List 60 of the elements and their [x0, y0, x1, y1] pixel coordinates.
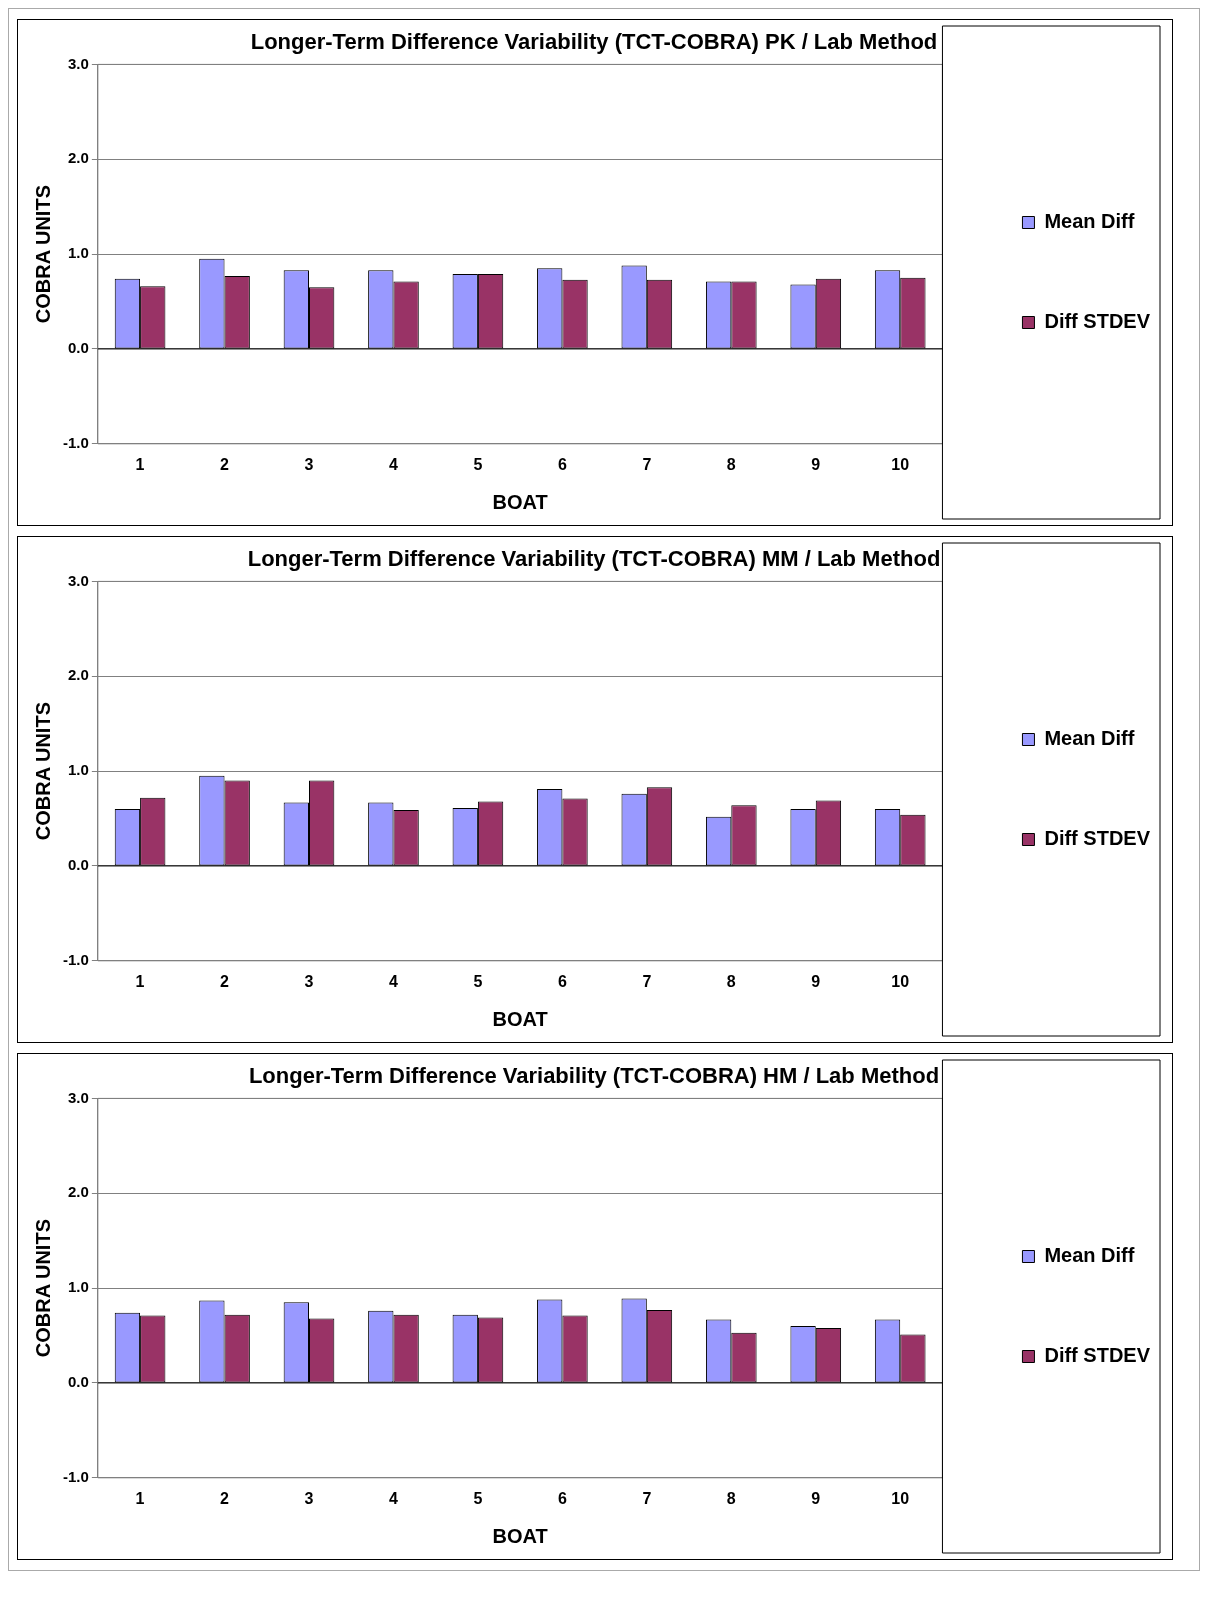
y-tick-label: -1.0: [62, 1467, 89, 1485]
legend-label: Mean Diff: [1044, 210, 1135, 233]
x-tick-label: 7: [642, 455, 652, 473]
legend-label: Mean Diff: [1044, 727, 1135, 750]
chart-title: Longer-Term Difference Variability (TCT-COBRA) PK / Lab Method: [250, 29, 938, 55]
y-tick-label: 3.0: [67, 571, 89, 589]
y-tick-label: 1.0: [67, 244, 89, 262]
x-axis-title: BOAT: [492, 490, 548, 513]
x-tick-label: 10: [891, 1489, 910, 1507]
x-axis-title: BOAT: [492, 1524, 548, 1547]
legend-label: Diff STDEV: [1044, 827, 1151, 850]
y-tick-label: 2.0: [67, 149, 89, 167]
chart-title: Longer-Term Difference Variability (TCT-COBRA) MM / Lab Method: [247, 546, 941, 572]
x-tick-label: 9: [811, 972, 821, 990]
y-tick-label: 2.0: [67, 1183, 89, 1201]
x-axis-title: BOAT: [492, 1007, 548, 1030]
y-tick-label: 3.0: [67, 54, 89, 72]
legend-label: Diff STDEV: [1044, 1344, 1151, 1367]
x-tick-label: 2: [220, 455, 230, 473]
y-tick-label: 0.0: [67, 1373, 89, 1391]
x-tick-label: 4: [389, 455, 398, 473]
y-tick-label: 0.0: [67, 339, 89, 357]
x-tick-label: 3: [304, 455, 314, 473]
x-tick-label: 5: [473, 1489, 483, 1507]
x-tick-label: 8: [726, 455, 736, 473]
x-tick-label: 8: [726, 1489, 736, 1507]
y-tick-label: 1.0: [67, 761, 89, 779]
x-tick-label: 5: [473, 972, 483, 990]
y-tick-label: 0.0: [67, 856, 89, 874]
x-tick-label: 2: [220, 1489, 230, 1507]
x-tick-label: 7: [642, 1489, 652, 1507]
x-tick-label: 4: [389, 972, 398, 990]
x-tick-label: 7: [642, 972, 652, 990]
x-tick-label: 10: [891, 972, 910, 990]
x-tick-label: 6: [557, 1489, 567, 1507]
y-tick-label: 2.0: [67, 666, 89, 684]
y-tick-label: 3.0: [67, 1088, 89, 1106]
x-tick-label: 1: [135, 1489, 145, 1507]
y-axis-title: COBRA UNITS: [31, 702, 54, 841]
x-tick-label: 6: [557, 972, 567, 990]
x-tick-label: 9: [811, 455, 821, 473]
y-axis-title: COBRA UNITS: [31, 185, 54, 324]
x-tick-label: 6: [557, 455, 567, 473]
legend-label: Mean Diff: [1044, 1244, 1135, 1267]
y-tick-label: 1.0: [67, 1278, 89, 1296]
y-tick-label: -1.0: [62, 433, 89, 451]
x-tick-label: 2: [220, 972, 230, 990]
chart-title: Longer-Term Difference Variability (TCT-COBRA) HM / Lab Method: [248, 1063, 940, 1089]
x-tick-label: 8: [726, 972, 736, 990]
y-tick-label: -1.0: [62, 950, 89, 968]
x-tick-label: 1: [135, 455, 145, 473]
x-tick-label: 3: [304, 1489, 314, 1507]
x-tick-label: 9: [811, 1489, 821, 1507]
x-tick-label: 4: [389, 1489, 398, 1507]
x-tick-label: 5: [473, 455, 483, 473]
legend-label: Diff STDEV: [1044, 310, 1151, 333]
x-tick-label: 10: [891, 455, 910, 473]
x-tick-label: 1: [135, 972, 145, 990]
y-axis-title: COBRA UNITS: [31, 1219, 54, 1358]
x-tick-label: 3: [304, 972, 314, 990]
